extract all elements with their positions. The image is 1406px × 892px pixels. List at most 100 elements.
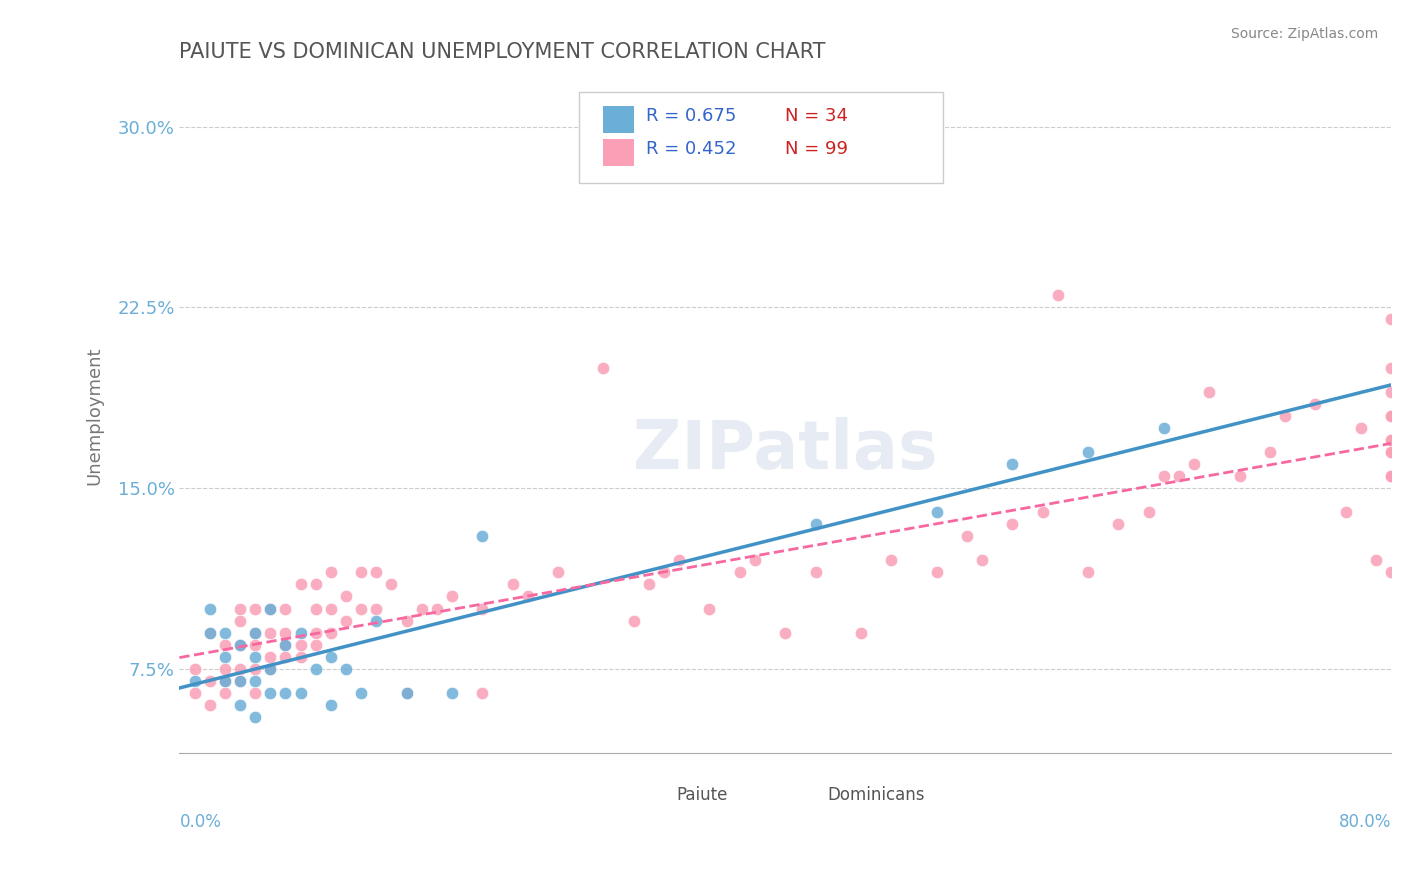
- Point: [243, 601, 266, 615]
- Point: [259, 649, 281, 664]
- Point: [335, 662, 357, 676]
- Point: [441, 590, 464, 604]
- Point: [728, 566, 751, 580]
- Point: [1258, 445, 1281, 459]
- Point: [305, 601, 328, 615]
- Point: [471, 686, 494, 700]
- Point: [243, 673, 266, 688]
- Point: [925, 566, 948, 580]
- Point: [1379, 433, 1402, 447]
- Point: [366, 614, 388, 628]
- Point: [229, 638, 252, 652]
- Point: [547, 566, 569, 580]
- Point: [1379, 445, 1402, 459]
- Point: [198, 673, 221, 688]
- Point: [395, 614, 418, 628]
- FancyBboxPatch shape: [627, 783, 664, 807]
- Point: [319, 649, 342, 664]
- Point: [804, 566, 827, 580]
- Point: [183, 686, 205, 700]
- Point: [471, 601, 494, 615]
- Point: [305, 625, 328, 640]
- Point: [1168, 469, 1191, 483]
- Point: [198, 601, 221, 615]
- Point: [773, 625, 796, 640]
- Point: [1379, 360, 1402, 375]
- Point: [335, 590, 357, 604]
- Point: [366, 566, 388, 580]
- Point: [335, 614, 357, 628]
- Point: [274, 649, 297, 664]
- Point: [290, 625, 312, 640]
- Point: [1379, 445, 1402, 459]
- Point: [229, 673, 252, 688]
- Point: [229, 698, 252, 712]
- Point: [366, 601, 388, 615]
- Point: [426, 601, 449, 615]
- Point: [411, 601, 433, 615]
- Point: [214, 638, 236, 652]
- Point: [623, 614, 645, 628]
- Point: [290, 577, 312, 591]
- Point: [214, 673, 236, 688]
- Point: [502, 577, 524, 591]
- Point: [1153, 421, 1175, 435]
- Point: [305, 638, 328, 652]
- Point: [243, 625, 266, 640]
- Text: Paiute: Paiute: [676, 786, 727, 804]
- Point: [274, 601, 297, 615]
- Text: N = 99: N = 99: [785, 140, 848, 159]
- Point: [1137, 505, 1160, 519]
- Point: [880, 553, 903, 567]
- Point: [1379, 469, 1402, 483]
- FancyBboxPatch shape: [579, 92, 942, 183]
- Text: R = 0.675: R = 0.675: [645, 107, 737, 125]
- Text: Dominicans: Dominicans: [828, 786, 925, 804]
- Point: [214, 673, 236, 688]
- Point: [1334, 505, 1357, 519]
- Point: [198, 698, 221, 712]
- Point: [319, 566, 342, 580]
- Point: [972, 553, 994, 567]
- Point: [198, 625, 221, 640]
- Point: [1182, 457, 1205, 471]
- Point: [290, 638, 312, 652]
- Point: [699, 601, 721, 615]
- Point: [259, 601, 281, 615]
- Point: [592, 360, 614, 375]
- Text: ZIPatlas: ZIPatlas: [633, 417, 938, 483]
- Point: [652, 566, 675, 580]
- Text: 0.0%: 0.0%: [180, 814, 221, 831]
- Point: [305, 662, 328, 676]
- Point: [1077, 566, 1099, 580]
- Point: [243, 638, 266, 652]
- Point: [1379, 409, 1402, 423]
- Point: [1379, 469, 1402, 483]
- Point: [849, 625, 872, 640]
- Point: [516, 590, 538, 604]
- Point: [259, 662, 281, 676]
- Point: [956, 529, 979, 543]
- Point: [259, 625, 281, 640]
- Point: [1303, 397, 1326, 411]
- Point: [243, 710, 266, 724]
- Point: [1107, 517, 1129, 532]
- FancyBboxPatch shape: [603, 105, 634, 133]
- Point: [1379, 409, 1402, 423]
- Point: [1229, 469, 1251, 483]
- Point: [1379, 384, 1402, 399]
- Point: [380, 577, 402, 591]
- Point: [319, 698, 342, 712]
- Point: [214, 649, 236, 664]
- Text: PAIUTE VS DOMINICAN UNEMPLOYMENT CORRELATION CHART: PAIUTE VS DOMINICAN UNEMPLOYMENT CORRELA…: [180, 42, 825, 62]
- Point: [274, 638, 297, 652]
- Point: [1046, 288, 1069, 302]
- Point: [925, 505, 948, 519]
- Point: [183, 662, 205, 676]
- Point: [668, 553, 690, 567]
- Y-axis label: Unemployment: Unemployment: [86, 347, 103, 485]
- Point: [1350, 421, 1372, 435]
- Point: [229, 614, 252, 628]
- Point: [243, 662, 266, 676]
- Point: [350, 566, 373, 580]
